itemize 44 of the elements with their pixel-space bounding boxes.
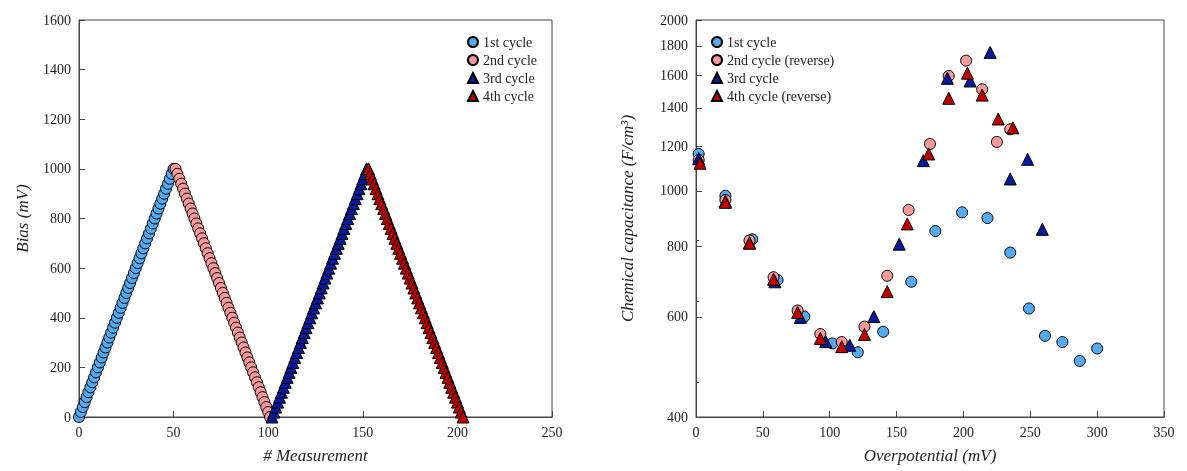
legend-label: 2nd cycle (reverse) <box>727 52 835 69</box>
x-axis-title: Overpotential (mV) <box>863 446 997 465</box>
y-tick-label: 800 <box>667 238 688 254</box>
x-tick-label: 100 <box>257 424 279 440</box>
y-tick-label: 1400 <box>660 100 688 116</box>
x-tick-label: 200 <box>952 424 974 440</box>
legend-label: 2nd cycle <box>482 52 537 68</box>
x-tick-label: 200 <box>446 424 468 440</box>
x-tick-label: 0 <box>75 424 83 440</box>
legend-label: 3rd cycle <box>482 70 535 86</box>
y-tick-label: 0 <box>64 409 71 425</box>
y-tick-label: 600 <box>667 309 688 325</box>
x-tick-label: 250 <box>1019 424 1041 440</box>
x-tick-label: 50 <box>166 424 181 440</box>
x-tick-label: 50 <box>755 424 770 440</box>
y-axis-title: Bias (mV) <box>13 183 32 253</box>
legend-label: 1st cycle <box>727 34 777 50</box>
legend-label: 3rd cycle <box>727 70 779 86</box>
legend-label: 4th cycle (reverse) <box>727 88 832 105</box>
y-tick-label: 1000 <box>43 161 71 177</box>
y-tick-label: 1400 <box>43 62 71 78</box>
x-tick-label: 350 <box>1153 424 1175 440</box>
y-tick-label: 1200 <box>660 138 688 154</box>
x-tick-label: 0 <box>692 424 700 440</box>
y-tick-label: 200 <box>50 359 71 375</box>
x-tick-label: 300 <box>1086 424 1108 440</box>
y-tick-label: 1600 <box>43 12 71 28</box>
y-axis-title: Chemical capacitance (F/cm³) <box>618 114 637 323</box>
y-tick-label: 2000 <box>660 12 688 28</box>
x-tick-label: 100 <box>819 424 841 440</box>
legend-label: 1st cycle <box>482 34 533 50</box>
y-tick-label: 400 <box>50 310 71 326</box>
legend-label: 4th cycle <box>482 88 534 104</box>
x-axis-title: # Measurement <box>263 446 370 465</box>
y-tick-label: 1800 <box>660 38 688 54</box>
y-tick-label: 1200 <box>43 111 71 127</box>
y-tick-label: 1600 <box>660 67 688 83</box>
y-tick-label: 400 <box>667 409 688 425</box>
y-tick-label: 800 <box>50 211 71 226</box>
x-tick-label: 250 <box>541 424 563 440</box>
y-tick-label: 1000 <box>660 183 688 199</box>
x-tick-label: 150 <box>886 424 908 440</box>
x-tick-label: 150 <box>352 424 374 440</box>
y-tick-label: 600 <box>50 260 71 276</box>
